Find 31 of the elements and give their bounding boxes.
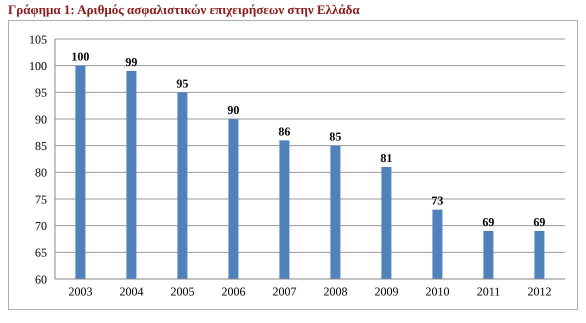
data-label: 69 <box>482 215 494 229</box>
x-tick-label: 2011 <box>476 284 500 299</box>
data-label: 86 <box>278 124 290 138</box>
y-tick-label: 100 <box>29 58 47 73</box>
x-tick-label: 2009 <box>374 284 398 299</box>
data-label: 95 <box>176 76 188 90</box>
data-label: 85 <box>329 130 342 144</box>
y-tick-label: 105 <box>29 32 47 46</box>
chart-title: Γράφημα 1: Αριθμός ασφαλιστικών επιχειρήσεων στην Ελλάδα <box>8 2 361 19</box>
y-tick-label: 65 <box>35 246 47 260</box>
y-tick-label: 85 <box>35 138 47 153</box>
x-tick-label: 2012 <box>528 284 552 299</box>
data-label: 99 <box>125 55 138 69</box>
x-tick-label: 2006 <box>222 284 246 299</box>
y-tick-label: 75 <box>35 192 47 206</box>
data-label: 73 <box>431 194 444 208</box>
y-tick-label: 80 <box>35 166 47 180</box>
x-tick-label: 2005 <box>170 284 194 299</box>
x-tick-label: 2003 <box>68 284 92 299</box>
data-label: 90 <box>227 103 240 117</box>
data-label: 69 <box>533 215 546 229</box>
data-label: 81 <box>380 151 392 165</box>
x-tick-label: 2008 <box>324 284 348 299</box>
y-tick-label: 70 <box>35 218 47 233</box>
x-tick-label: 2004 <box>120 284 144 299</box>
data-label: 100 <box>71 50 90 64</box>
y-tick-label: 60 <box>35 272 47 286</box>
y-tick-label: 95 <box>35 86 47 100</box>
x-tick-label: 2007 <box>272 284 296 299</box>
y-tick-label: 90 <box>35 112 47 126</box>
x-tick-label: 2010 <box>426 284 450 299</box>
